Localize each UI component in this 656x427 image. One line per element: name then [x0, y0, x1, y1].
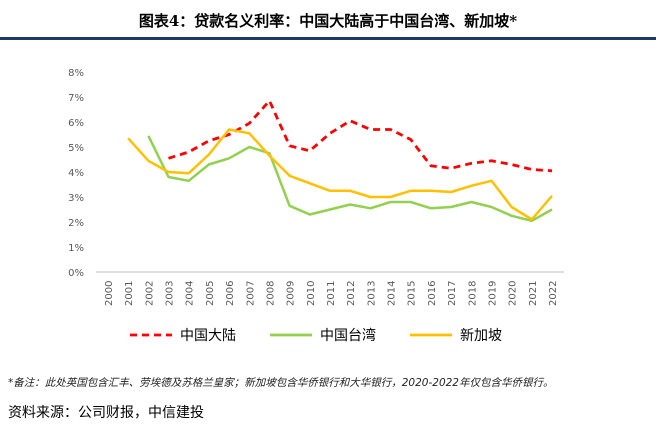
legend-label-1: 中国大陆 [180, 328, 236, 344]
x-tick-label: 2022 [548, 281, 559, 306]
y-tick-label: 5% [68, 143, 84, 154]
series-lines [127, 99, 553, 223]
title-rule [0, 37, 656, 40]
x-tick-label: 2016 [427, 281, 438, 306]
legend-label-3: 新加坡 [460, 328, 502, 344]
y-tick-label: 2% [68, 218, 84, 229]
x-tick-label: 2014 [387, 281, 398, 306]
y-axis: 0% 1% 2% 3% 4% 5% 6% 7% 8% [68, 68, 84, 279]
x-tick-label: 2017 [447, 281, 458, 306]
y-tick-label: 0% [68, 268, 84, 279]
chart-title: 图表4：贷款名义利率：中国大陆高于中国台湾、新加坡* [138, 12, 518, 30]
x-tick-label: 2001 [124, 281, 135, 306]
y-tick-label: 7% [68, 93, 84, 104]
series-line-2 [147, 135, 553, 223]
x-tick-label: 2011 [326, 281, 337, 306]
legend-label-2: 中国台湾 [320, 327, 376, 344]
x-tick-label: 2000 [104, 281, 115, 306]
y-tick-label: 4% [68, 168, 84, 179]
legend: 中国大陆 中国台湾 新加坡 [130, 327, 502, 344]
x-tick-label: 2019 [487, 281, 498, 306]
y-tick-label: 8% [68, 68, 84, 79]
x-tick-label: 2006 [225, 281, 236, 306]
x-tick-label: 2009 [286, 281, 297, 306]
x-axis: 2000 2001 2002 2003 2004 2005 2006 2007 2008 2009… [104, 281, 559, 306]
x-tick-label: 2012 [346, 281, 357, 306]
x-tick-label: 2018 [467, 281, 478, 306]
x-tick-label: 2021 [528, 281, 539, 306]
x-tick-label: 2003 [165, 281, 176, 306]
footnote: *备注：此处英国包含汇丰、劳埃德及苏格兰皇家；新加坡包含华侨银行和大华银行，20… [8, 377, 554, 389]
x-tick-label: 2007 [245, 281, 256, 306]
x-tick-label: 2002 [144, 281, 155, 306]
y-tick-label: 6% [68, 118, 84, 129]
x-tick-label: 2020 [508, 281, 519, 306]
line-chart: 0%1%2%3%4%5%6%7%8% 2000 2001 2002 2003 2004 2… [68, 68, 564, 344]
x-tick-label: 2004 [185, 281, 196, 306]
x-tick-label: 2015 [407, 281, 418, 306]
series-line-3 [127, 128, 553, 221]
x-tick-label: 2013 [366, 281, 377, 306]
x-tick-label: 2010 [306, 281, 317, 306]
y-tick-label: 1% [68, 243, 84, 254]
y-tick-label: 3% [68, 193, 84, 204]
x-tick-label: 2008 [265, 281, 276, 306]
x-tick-label: 2005 [205, 281, 216, 306]
source-line: 资料来源：公司财报，中信建投 [8, 405, 204, 421]
